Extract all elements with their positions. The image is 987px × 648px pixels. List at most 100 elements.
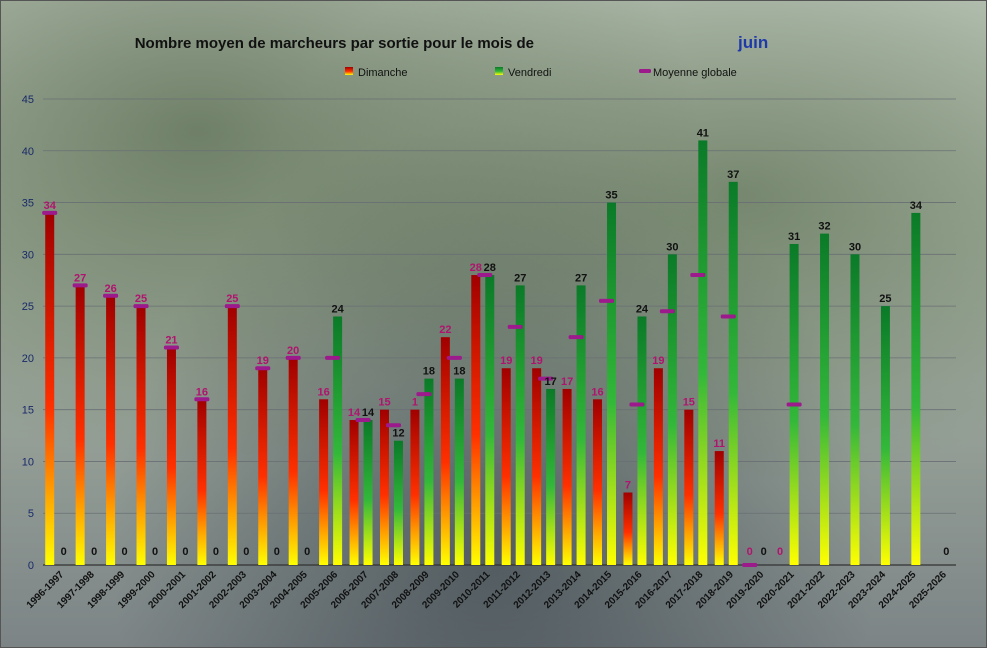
- data-label-vendredi: 0: [304, 546, 310, 558]
- legend-label-dimanche: Dimanche: [358, 67, 408, 79]
- bar-dimanche: [532, 368, 542, 565]
- mean-marker: [285, 355, 301, 360]
- legend-label-moyenne-globale: Moyenne globale: [653, 67, 737, 79]
- bar-vendredi: [485, 275, 495, 565]
- data-label-vendredi: 0: [761, 546, 767, 558]
- bar-vendredi: [880, 306, 890, 565]
- bar-vendredi: [576, 285, 586, 565]
- legend-swatch-vendredi: [495, 67, 503, 75]
- mean-marker: [629, 402, 645, 407]
- bar-dimanche: [166, 347, 176, 565]
- y-tick-label: 30: [22, 249, 34, 261]
- bar-vendredi: [333, 316, 343, 565]
- mean-marker: [255, 366, 271, 371]
- legend-item-dimanche: Dimanche: [345, 67, 408, 79]
- data-label-dimanche: 34: [44, 200, 57, 212]
- bar-dimanche: [106, 295, 116, 565]
- data-label-vendredi: 0: [243, 546, 249, 558]
- data-label-dimanche: 17: [561, 376, 573, 388]
- y-tick-label: 20: [22, 353, 34, 365]
- bar-dimanche: [75, 285, 85, 565]
- bar-dimanche: [714, 451, 724, 565]
- mean-marker: [690, 273, 706, 278]
- mean-marker: [742, 563, 758, 567]
- mean-marker: [42, 210, 58, 215]
- data-label-vendredi: 17: [545, 376, 557, 388]
- data-label-dimanche: 0: [747, 546, 753, 558]
- mean-marker: [133, 304, 149, 309]
- mean-marker: [659, 309, 675, 314]
- data-label-dimanche: 15: [378, 397, 390, 409]
- data-label-vendredi: 41: [697, 127, 709, 139]
- data-label-dimanche: 19: [257, 355, 269, 367]
- y-tick-label: 5: [28, 508, 34, 520]
- data-label-dimanche: 14: [348, 407, 361, 419]
- bar-dimanche: [379, 409, 389, 565]
- data-label-dimanche: 7: [625, 480, 631, 492]
- data-label-dimanche: 25: [226, 293, 238, 305]
- bar-vendredi: [363, 420, 373, 565]
- data-label-vendredi: 34: [910, 200, 923, 212]
- bar-vendredi: [728, 181, 738, 565]
- data-label-dimanche: 0: [777, 546, 783, 558]
- data-label-dimanche: 1: [412, 397, 418, 409]
- y-tick-label: 15: [22, 405, 34, 417]
- bar-dimanche: [136, 306, 146, 565]
- mean-marker: [416, 392, 432, 397]
- y-tick-label: 25: [22, 301, 34, 313]
- bar-vendredi: [393, 440, 403, 565]
- data-label-vendredi: 25: [879, 293, 891, 305]
- data-label-dimanche: 27: [74, 272, 86, 284]
- bar-dimanche: [562, 388, 572, 565]
- data-label-vendredi: 12: [392, 428, 404, 440]
- bar-vendredi: [454, 378, 464, 565]
- bar-dimanche: [319, 399, 329, 565]
- data-label-vendredi: 37: [727, 169, 739, 181]
- bar-vendredi: [667, 254, 677, 566]
- data-label-vendredi: 24: [331, 303, 344, 315]
- data-label-vendredi: 32: [818, 221, 830, 233]
- data-label-vendredi: 0: [213, 546, 219, 558]
- y-tick-label: 10: [22, 456, 34, 468]
- legend-item-moyenne-globale: Moyenne globale: [639, 67, 737, 79]
- data-label-dimanche: 19: [652, 355, 664, 367]
- bar-dimanche: [349, 420, 359, 565]
- data-label-dimanche: 28: [470, 262, 482, 274]
- gridlines: [43, 98, 956, 566]
- bar-vendredi: [637, 316, 647, 565]
- data-label-dimanche: 16: [317, 386, 329, 398]
- mean-marker: [385, 423, 401, 428]
- legend-swatch-dimanche: [345, 67, 353, 75]
- chart-title: Nombre moyen de marcheurs par sortie pou…: [135, 33, 769, 52]
- data-label-dimanche: 20: [287, 345, 299, 357]
- y-axis: 0 5 10 15 20 25 30 35 40 45: [22, 94, 34, 572]
- mean-marker: [446, 355, 462, 360]
- bar-vendredi: [546, 388, 556, 565]
- data-label-vendredi: 0: [91, 546, 97, 558]
- bar-dimanche: [45, 212, 55, 565]
- bar-dimanche: [410, 409, 420, 565]
- bar-vendredi: [698, 140, 708, 565]
- legend-item-vendredi: Vendredi: [495, 67, 551, 79]
- bar-dimanche: [440, 337, 450, 565]
- data-label-vendredi: 18: [453, 366, 465, 378]
- mean-marker: [599, 298, 615, 303]
- mean-marker: [538, 376, 554, 381]
- data-label-vendredi: 18: [423, 366, 435, 378]
- bar-vendredi: [820, 233, 830, 565]
- bar-vendredi: [911, 212, 921, 565]
- chart-title-text: Nombre moyen de marcheurs par sortie pou…: [135, 35, 534, 52]
- bar-dimanche: [684, 409, 694, 565]
- data-label-vendredi: 31: [788, 231, 800, 243]
- bar-dimanche: [623, 492, 633, 565]
- bar-dimanche: [471, 275, 481, 565]
- data-label-vendredi: 27: [575, 272, 587, 284]
- data-label-vendredi: 28: [484, 262, 496, 274]
- bar-vendredi: [850, 254, 860, 566]
- data-label-dimanche: 15: [683, 397, 695, 409]
- data-label-dimanche: 19: [500, 355, 512, 367]
- mean-marker: [477, 273, 493, 278]
- bar-dimanche: [197, 399, 207, 565]
- data-label-vendredi: 30: [849, 241, 861, 253]
